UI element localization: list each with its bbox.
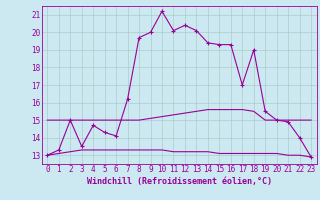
X-axis label: Windchill (Refroidissement éolien,°C): Windchill (Refroidissement éolien,°C) [87, 177, 272, 186]
